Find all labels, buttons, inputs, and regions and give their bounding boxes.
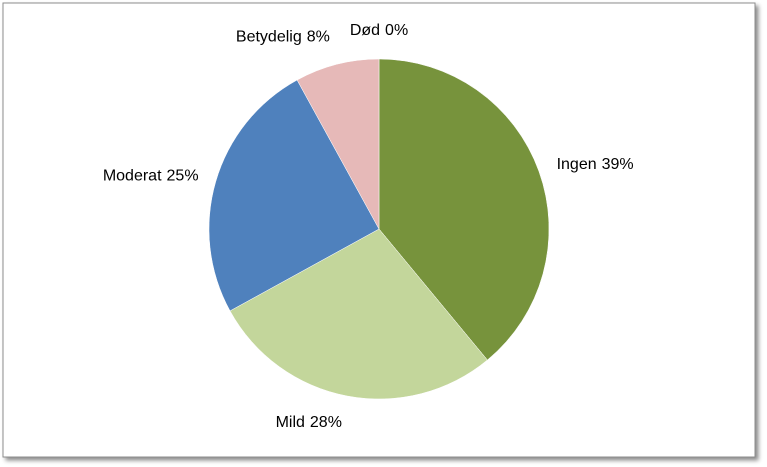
value-label: 0% xyxy=(385,22,408,39)
value-label: 39% xyxy=(602,156,634,173)
data-label: Ingen 39% xyxy=(557,156,634,173)
category-label: Ingen xyxy=(557,156,597,173)
value-label: 28% xyxy=(310,414,342,431)
category-label: Betydelig xyxy=(236,29,302,46)
category-label: Mild xyxy=(276,414,305,431)
data-label: Mild 28% xyxy=(276,414,342,431)
value-label: 25% xyxy=(167,168,199,185)
category-label: Død xyxy=(350,22,380,39)
data-label: Betydelig 8% xyxy=(236,29,330,46)
pie-slice xyxy=(378,58,550,361)
category-label: Moderat xyxy=(103,168,162,185)
pie-slice xyxy=(296,58,380,230)
pie-slice xyxy=(208,79,380,312)
pie-slice xyxy=(229,228,488,400)
data-label: Moderat 25% xyxy=(103,168,199,185)
data-label: Død 0% xyxy=(350,22,408,39)
value-label: 8% xyxy=(307,29,330,46)
